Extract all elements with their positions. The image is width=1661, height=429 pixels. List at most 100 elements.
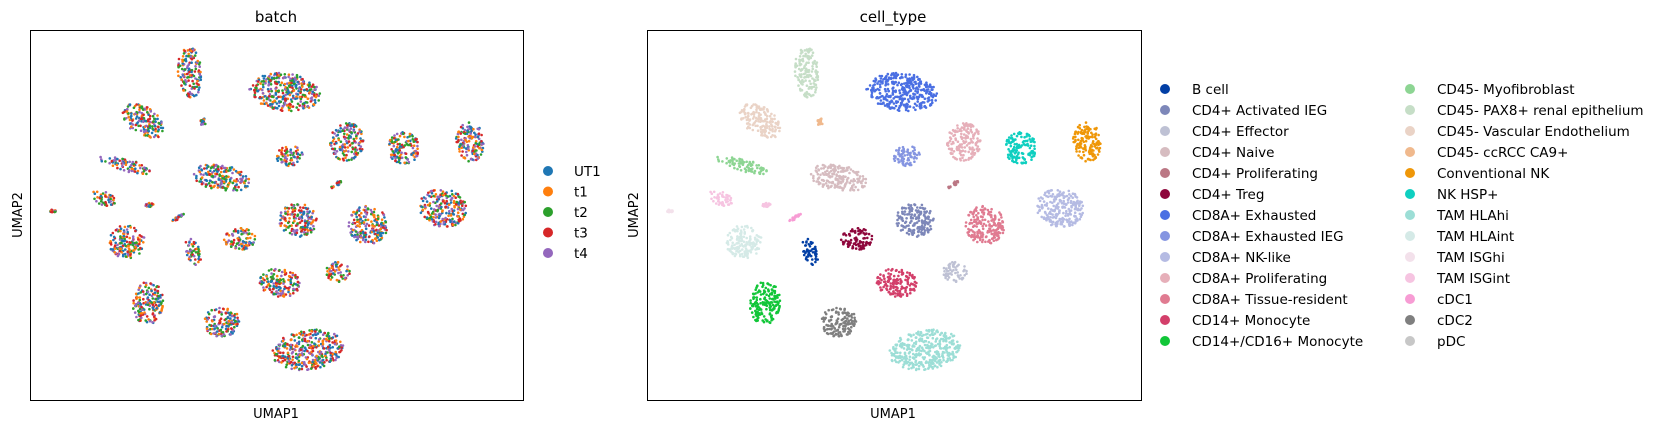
batch-point [359,240,362,244]
batch-point [148,299,152,303]
cell-type-point [1076,132,1079,135]
cell-type-point [899,76,902,80]
batch-point [337,271,340,275]
batch-point [327,339,331,343]
batch-point [305,365,308,368]
cell-type-point [1097,142,1100,146]
batch-point [218,310,221,314]
batch-point [114,228,118,232]
cell-type-point [812,176,815,180]
batch-point [430,217,434,221]
batch-point [212,332,215,335]
cell-type-cluster [1005,131,1036,165]
batch-point [355,152,358,155]
legend-label: t4 [574,246,588,262]
batch-point [281,354,285,358]
batch-point [298,221,302,224]
cell-type-point [1011,159,1014,163]
batch-point [299,100,303,103]
batch-point [194,51,198,54]
batch-point [328,360,332,364]
batch-point [306,343,310,347]
batch-point [221,177,224,180]
batch-point [461,150,464,153]
batch-point [253,238,257,241]
cell-type-cluster [666,208,674,214]
cell-type-point [1084,121,1088,124]
cell-type-point [903,104,906,107]
cell-type-point [770,117,773,121]
batch-point [274,82,277,85]
cell-type-point [926,100,930,103]
batch-point [197,83,200,86]
cell-type-point [1078,123,1081,127]
batch-point [359,234,363,238]
cell-type-point [1008,150,1012,153]
batch-point [281,160,284,164]
batch-point [441,217,445,221]
batch-cluster [258,267,301,298]
cell-type-point [852,188,856,192]
cell-type-point [1086,157,1090,161]
cell-type-point [1032,137,1035,141]
batch-point [331,147,335,151]
batch-point [144,303,148,306]
batch-point [280,222,283,225]
cell-type-point [920,94,923,97]
batch-point [109,197,112,201]
cell-type-point [729,198,732,202]
batch-point [287,286,290,290]
batch-point [434,193,438,196]
batch-point [347,158,351,162]
batch-point [268,284,272,288]
cell-type-point [962,153,965,157]
batch-point [157,128,160,131]
cell-type-point [975,130,978,133]
batch-point [465,132,469,135]
batch-point [334,261,337,264]
cell-type-point [930,98,934,102]
batch-point [119,227,123,230]
batch-point [435,204,439,208]
cell-type-point [918,105,921,108]
batch-point [195,179,198,183]
batch-point [375,239,379,242]
cell-type-cluster [788,212,802,223]
batch-point [321,339,325,343]
batch-point [300,364,304,368]
batch-point [241,177,244,180]
cell-type-point [812,174,815,178]
batch-point [453,204,456,208]
batch-point [244,184,247,188]
batch-point [307,222,310,225]
cell-type-point [900,88,904,91]
batch-point [302,330,306,334]
batch-point [236,322,239,326]
batch-point [307,368,310,371]
cell-type-point [812,85,816,89]
batch-point [451,217,454,221]
batch-point [109,240,112,243]
cell-type-point [894,71,898,75]
cell-type-point [883,87,887,91]
batch-point [314,367,318,370]
cell-type-point [716,194,720,198]
cell-type-point [842,175,845,178]
batch-point [121,244,125,247]
cell-type-point [900,82,904,86]
batch-point [385,228,388,232]
batch-point [134,245,137,249]
batch-point [190,251,194,254]
batch-point [193,70,197,73]
cell-type-point [886,102,889,106]
cell-type-point [897,109,901,112]
batch-point [355,148,359,152]
batch-point [204,122,207,126]
batch-point [447,214,450,218]
batch-legend-item: t4 [543,246,588,262]
cell-type-point [882,97,886,101]
batch-point [348,272,351,276]
batch-point [283,82,287,86]
cell-type-point [800,82,803,85]
batch-point [343,126,347,129]
